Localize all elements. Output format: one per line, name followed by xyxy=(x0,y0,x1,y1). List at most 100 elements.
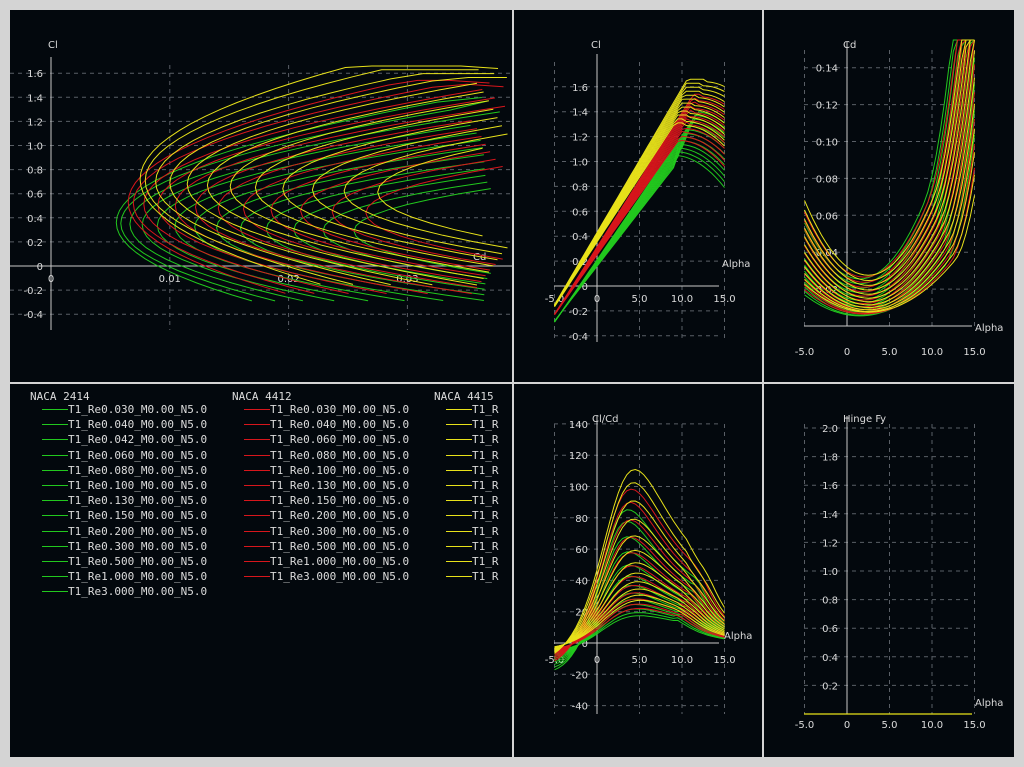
legend-swatch xyxy=(446,500,472,502)
series-line xyxy=(804,128,975,309)
legend-swatch xyxy=(244,561,270,562)
legend-swatch xyxy=(42,545,68,547)
series-line xyxy=(554,572,725,649)
y-tick-label: 1.4 xyxy=(572,108,588,119)
y-tick-label: 0.8 xyxy=(27,166,43,177)
legend-item-label: T1_Re0.500_M0.00_N5.0 xyxy=(68,555,208,568)
legend-swatch xyxy=(446,561,472,562)
series-line xyxy=(804,103,975,306)
legend-swatch xyxy=(244,454,270,456)
legend-swatch xyxy=(446,485,472,486)
series-line xyxy=(311,125,503,255)
curves xyxy=(115,65,508,302)
y-tick-label: 0.14 xyxy=(816,64,838,75)
series-line xyxy=(206,91,484,279)
legend-item-label: T1_Re0.100_M0.00_N5.0 xyxy=(270,463,410,477)
cl-alpha-plot-panel[interactable]: 1.6 1.4 1.2 1.0 0.8 0.6 0.4 0.2 0 -0.2 -0.4 -5.0 0 5.… xyxy=(514,10,762,382)
y-tick-label: 0.08 xyxy=(816,174,838,185)
legend-item-label: T1_Re0.030_M0.00_N5.0 xyxy=(270,403,410,416)
legend-item-label: T1_Re0.200_M0.00_N5.0 xyxy=(68,524,208,538)
x-tick-label: 10.0 xyxy=(921,720,943,731)
series-line xyxy=(144,69,479,285)
series-line xyxy=(365,166,503,260)
x-tick-label: -5.0 xyxy=(545,294,565,305)
x-tick-label: 0 xyxy=(844,720,850,731)
legend-swatch xyxy=(446,545,472,547)
curves xyxy=(804,39,975,317)
polar-plot-panel[interactable]: 1.6 1.4 1.2 1.0 0.8 0.6 0.4 0.2 0 -0.2 -0.4 0 0.01 0.… xyxy=(10,10,512,382)
y-tick-label: 1.0 xyxy=(822,567,838,578)
legend-swatch xyxy=(244,469,270,471)
series-line xyxy=(554,468,725,654)
series-line xyxy=(139,65,499,285)
series-line xyxy=(554,599,725,648)
y-tick-label: 1.6 xyxy=(822,481,838,492)
x-axis-label: Alpha xyxy=(975,323,1003,334)
x-tick-label: 5.0 xyxy=(632,294,648,305)
legend-item-label: T1_Re0.060_M0.00_N5.0 xyxy=(68,448,208,462)
legend-item-label: T1_Re0.042_M0.00_N5.0 xyxy=(68,433,208,447)
y-tick-label: 2.0 xyxy=(822,424,838,435)
legend-item-label: T1_R xyxy=(472,524,499,538)
legend-swatch xyxy=(244,500,270,502)
legend-swatch xyxy=(244,424,270,426)
series-line xyxy=(155,73,495,286)
y-tick-label: 1.2 xyxy=(27,117,43,128)
legend-item-label: T1_Re1.000_M0.00_N5.0 xyxy=(68,570,208,584)
y-tick-label: 0.6 xyxy=(572,207,588,218)
y-tick-label: 0.04 xyxy=(816,248,838,259)
x-tick-label: 5.0 xyxy=(882,347,898,358)
legend-item-label: T1_R xyxy=(472,570,499,584)
legend-swatch xyxy=(446,469,472,471)
x-tick-label: 0 xyxy=(594,655,600,666)
series-line xyxy=(554,518,725,652)
series-line xyxy=(804,174,975,312)
legend-item-label: T1_R xyxy=(472,479,499,492)
y-tick-label: 0.4 xyxy=(27,214,43,225)
legend-item-label: T1_R xyxy=(472,448,499,462)
curves xyxy=(554,78,725,323)
clcd-alpha-plot-panel[interactable]: 140 120 100 80 60 40 20 0 -20 -40 -5.0 0 5.0 10.0 15.0… xyxy=(514,384,762,757)
legend-swatch xyxy=(42,469,68,471)
legend-swatch xyxy=(244,409,270,410)
legend-item-label: T1_Re0.130_M0.00_N5.0 xyxy=(68,494,208,508)
x-tick-label: 15.0 xyxy=(713,294,735,305)
y-axis-label: Cl xyxy=(48,40,58,51)
y-tick-label: 0 xyxy=(582,639,588,650)
x-tick-label: 10.0 xyxy=(671,655,693,666)
series-line xyxy=(300,151,491,271)
x-tick-label: 15.0 xyxy=(963,720,985,731)
y-tick-label: 80 xyxy=(575,514,588,525)
y-tick-label: 20 xyxy=(575,608,588,619)
y-tick-label: 0.10 xyxy=(816,138,838,149)
series-line xyxy=(242,136,482,283)
legend-item-label: T1_Re0.200_M0.00_N5.0 xyxy=(270,509,410,523)
series-line xyxy=(554,581,725,649)
series-line xyxy=(804,50,975,299)
series-line xyxy=(554,594,725,648)
legend-swatch xyxy=(42,424,68,426)
y-axis-label: Hinge Fy xyxy=(843,414,886,425)
series-line xyxy=(343,133,508,249)
y-tick-label: 0.6 xyxy=(27,190,43,201)
x-tick-label: 5.0 xyxy=(882,720,898,731)
y-tick-label: 60 xyxy=(575,545,588,556)
hinge-alpha-plot: 2.0 1.8 1.6 1.4 1.2 1.0 0.8 0.6 0.4 0.2 -5.0 0 5.0 10… xyxy=(795,414,1004,731)
legend-item-label: T1_Re0.060_M0.00_N5.0 xyxy=(270,433,410,447)
x-axis-label: Alpha xyxy=(722,259,750,270)
y-tick-label: 0.06 xyxy=(816,211,838,222)
axes: 1.61.41.21.00.80.60.40.20-0.2-0.40 0.01 0.… xyxy=(10,40,512,330)
series-line xyxy=(169,77,507,286)
legend-item-label: T1_Re0.500_M0.00_N5.0 xyxy=(270,539,410,553)
cd-alpha-plot-panel[interactable]: 0.14 0.12 0.10 0.08 0.06 0.04 0.02 -5.0 0 5.0 10.0… xyxy=(764,10,1014,382)
series-line xyxy=(554,549,725,650)
series-line xyxy=(804,39,975,295)
legend-swatch xyxy=(244,515,270,517)
hinge-alpha-plot-panel[interactable]: 2.0 1.8 1.6 1.4 1.2 1.0 0.8 0.6 0.4 0.2 -5.0 0 5.0 10… xyxy=(764,384,1014,757)
series-line xyxy=(554,603,725,650)
legend-swatch xyxy=(42,530,68,532)
y-tick-label: 1.4 xyxy=(822,510,838,521)
y-tick-label: -20 xyxy=(572,670,588,681)
cl-alpha-plot: 1.61.41.21.00.80.60.40.20-0.2-0.4-5.0 0 5.… xyxy=(545,40,751,343)
series-line xyxy=(282,117,498,261)
